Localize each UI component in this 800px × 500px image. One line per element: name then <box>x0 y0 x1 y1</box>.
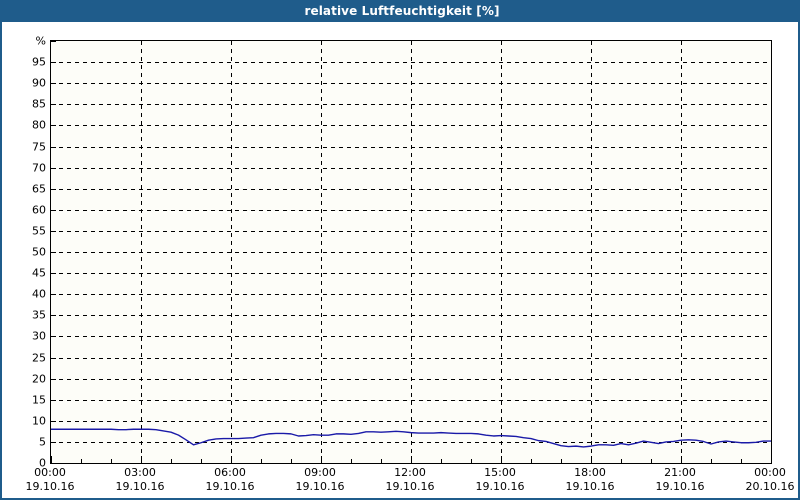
y-axis-tick-label: 5 <box>39 435 46 449</box>
y-axis-tick-label: 75 <box>32 140 46 153</box>
x-axis-tick-time: 03:00 <box>124 466 156 479</box>
x-axis-tick-time: 21:00 <box>664 466 696 479</box>
x-axis-tick-label: 03:00 19.10.16 <box>105 464 175 494</box>
y-axis-tick-label: 35 <box>32 308 46 322</box>
y-axis-tick-label: 10 <box>32 414 46 428</box>
x-axis-tick-label: 09:00 19.10.16 <box>285 464 355 494</box>
x-axis-tick-label: 15:00 19.10.16 <box>465 464 535 494</box>
y-axis-tick-label: 60 <box>32 203 46 217</box>
y-axis-tick-label: 45 <box>32 266 46 280</box>
x-axis-tick-date: 19.10.16 <box>655 480 705 493</box>
y-axis-tick-label: 50 <box>32 245 46 259</box>
x-axis-tick-time: 09:00 <box>304 466 336 479</box>
window-title-bar: relative Luftfeuchtigkeit [%] <box>2 0 798 22</box>
y-axis-tick-label: 25 <box>32 351 46 364</box>
chart-canvas: % 95 90 85 80 75 70 65 60 55 50 45 40 35 30 25 20 15 10 5 0 … <box>2 22 798 496</box>
x-axis-tick-label: 00:00 20.10.16 <box>735 464 798 494</box>
y-axis-tick-label: 70 <box>32 161 46 175</box>
x-axis-tick-date: 19.10.16 <box>205 480 255 493</box>
y-axis-tick-label: 90 <box>32 76 46 90</box>
x-axis-tick-date: 19.10.16 <box>295 480 345 493</box>
y-axis-labels: % 95 90 85 80 75 70 65 60 55 50 45 40 35 30 25 20 15 10 5 0 <box>2 36 46 469</box>
y-axis-tick-label: 20 <box>32 372 46 386</box>
x-axis-tick-label: 00:00 19.10.16 <box>15 464 85 494</box>
y-axis-tick-label: 40 <box>32 287 46 301</box>
y-axis-tick-label: 55 <box>32 224 46 238</box>
x-axis-tick-time: 00:00 <box>754 466 786 479</box>
x-axis-tick-label: 21:00 19.10.16 <box>645 464 715 494</box>
humidity-series-line <box>51 428 771 448</box>
y-axis-tick-label: 80 <box>32 118 46 132</box>
y-axis-tick-label: 85 <box>32 97 46 111</box>
x-axis-tick-time: 06:00 <box>214 466 246 479</box>
plot-svg <box>51 41 771 463</box>
y-axis-tick-label: 95 <box>32 55 46 69</box>
x-axis-labels: 00:00 19.10.16 03:00 19.10.16 06:00 19.10.16 0… <box>2 464 798 498</box>
vertical-gridlines <box>141 41 682 463</box>
x-axis-tick-time: 12:00 <box>394 466 426 479</box>
y-axis-tick-label: 30 <box>32 329 46 343</box>
y-axis-tick-label: 0 <box>39 456 46 470</box>
y-axis-tick-label: 15 <box>32 393 46 407</box>
x-axis-tick-label: 12:00 19.10.16 <box>375 464 445 494</box>
x-axis-tick-label: 06:00 19.10.16 <box>195 464 265 494</box>
y-axis-tick-label: % <box>35 34 46 48</box>
x-axis-tick-label: 18:00 19.10.16 <box>555 464 625 494</box>
x-axis-tick-date: 19.10.16 <box>565 480 615 493</box>
page-title: relative Luftfeuchtigkeit [%] <box>304 4 500 18</box>
y-axis-tick-label: 65 <box>32 182 46 196</box>
x-axis-tick-time: 15:00 <box>484 466 516 479</box>
x-axis-tick-time: 00:00 <box>34 466 66 479</box>
x-axis-ticks <box>51 456 742 463</box>
x-axis-tick-date: 19.10.16 <box>475 480 525 493</box>
x-axis-tick-date: 19.10.16 <box>115 480 165 493</box>
plot-area <box>50 40 772 464</box>
x-axis-tick-date: 19.10.16 <box>385 480 435 493</box>
y-axis-ticks <box>51 41 56 443</box>
x-axis-tick-date: 20.10.16 <box>745 480 795 493</box>
x-axis-tick-time: 18:00 <box>574 466 606 479</box>
x-axis-tick-date: 19.10.16 <box>25 480 75 493</box>
